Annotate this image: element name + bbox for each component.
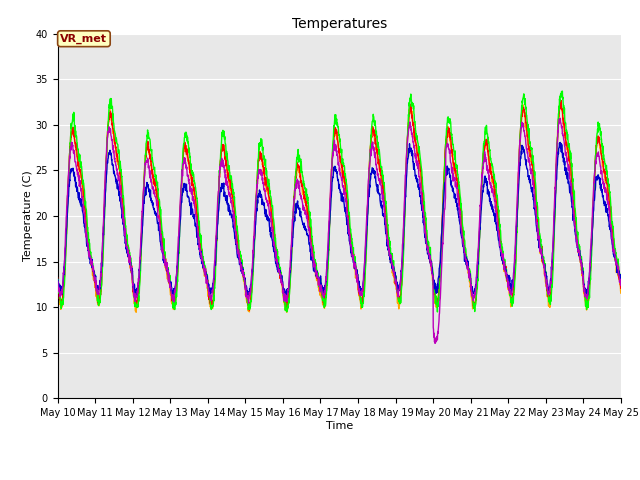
Old Ref Temp — [211, 276, 218, 282]
Panel T — [356, 292, 364, 298]
Line: HMP45 T: HMP45 T — [58, 143, 621, 300]
HMP45 T — [211, 261, 218, 267]
HMP45 T — [556, 140, 564, 145]
Panel T — [568, 174, 575, 180]
AM25T Ref — [583, 300, 591, 306]
AM25T Ref — [356, 289, 364, 295]
Old Ref Temp — [503, 276, 511, 282]
Old Ref Temp — [368, 131, 376, 136]
Old Ref Temp — [617, 290, 625, 296]
Y-axis label: Temperature (C): Temperature (C) — [22, 170, 33, 262]
Line: Old Ref Temp: Old Ref Temp — [58, 103, 621, 312]
X-axis label: Time: Time — [326, 421, 353, 431]
CNR1 PRT — [617, 282, 625, 288]
HMP45 T — [583, 287, 591, 292]
Panel T — [503, 272, 511, 277]
AM25T Ref — [503, 276, 511, 281]
HMP45 T — [356, 285, 364, 291]
Line: AM25T Ref: AM25T Ref — [58, 91, 621, 312]
Text: VR_met: VR_met — [60, 34, 108, 44]
Panel T — [368, 134, 376, 140]
HMP45 T — [368, 168, 376, 173]
Line: Panel T: Panel T — [58, 100, 621, 310]
Old Ref Temp — [583, 301, 591, 307]
Panel T — [557, 97, 565, 103]
CNR1 PRT — [568, 192, 575, 198]
Panel T — [583, 299, 591, 304]
Old Ref Temp — [356, 297, 364, 302]
CNR1 PRT — [556, 115, 564, 121]
AM25T Ref — [433, 309, 441, 315]
HMP45 T — [54, 276, 61, 282]
Panel T — [211, 275, 218, 281]
HMP45 T — [617, 279, 625, 285]
Legend: Panel T, Old Ref Temp, AM25T Ref, HMP45 T, CNR1 PRT: Panel T, Old Ref Temp, AM25T Ref, HMP45 … — [109, 476, 569, 480]
CNR1 PRT — [368, 141, 376, 147]
Title: Temperatures: Temperatures — [292, 17, 387, 31]
Panel T — [54, 275, 61, 281]
HMP45 T — [283, 298, 291, 303]
CNR1 PRT — [54, 278, 61, 284]
CNR1 PRT — [503, 276, 511, 282]
AM25T Ref — [559, 88, 566, 94]
Panel T — [246, 307, 253, 313]
Panel T — [617, 286, 625, 291]
HMP45 T — [568, 199, 575, 204]
AM25T Ref — [617, 279, 625, 285]
Line: CNR1 PRT: CNR1 PRT — [58, 118, 621, 343]
HMP45 T — [503, 272, 511, 277]
AM25T Ref — [568, 164, 575, 170]
CNR1 PRT — [211, 258, 218, 264]
CNR1 PRT — [431, 340, 439, 346]
AM25T Ref — [368, 125, 376, 131]
Old Ref Temp — [54, 287, 61, 292]
AM25T Ref — [211, 286, 218, 291]
Old Ref Temp — [557, 100, 565, 106]
CNR1 PRT — [583, 291, 591, 297]
AM25T Ref — [54, 280, 61, 286]
Old Ref Temp — [568, 176, 575, 181]
Old Ref Temp — [283, 310, 291, 315]
CNR1 PRT — [356, 289, 364, 295]
